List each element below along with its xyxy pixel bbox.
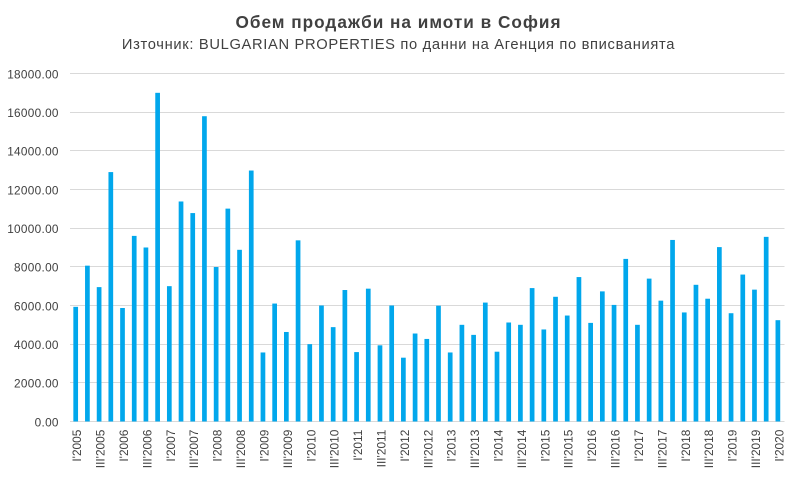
svg-text:III'2013: III'2013 [468,429,482,468]
svg-text:III'2009: III'2009 [281,429,295,468]
svg-text:4000.00: 4000.00 [14,338,59,352]
svg-text:0.00: 0.00 [35,415,59,429]
svg-text:III'2011: III'2011 [374,429,388,467]
svg-text:12000.00: 12000.00 [7,183,59,197]
svg-text:III'2015: III'2015 [562,429,576,468]
svg-text:I'2012: I'2012 [398,429,412,461]
svg-text:I'2019: I'2019 [726,429,740,461]
svg-text:I'2016: I'2016 [585,429,599,461]
svg-text:III'2007: III'2007 [187,429,201,468]
svg-text:I'2010: I'2010 [304,429,318,461]
svg-text:I'2006: I'2006 [117,429,131,461]
svg-text:III'2005: III'2005 [94,429,108,468]
svg-text:III'2017: III'2017 [655,429,669,468]
svg-text:I'2017: I'2017 [632,429,646,461]
svg-text:III'2016: III'2016 [609,429,623,468]
svg-text:III'2014: III'2014 [515,429,529,468]
svg-text:I'2018: I'2018 [679,429,693,461]
svg-text:6000.00: 6000.00 [14,299,59,313]
svg-text:III'2012: III'2012 [421,429,435,468]
svg-text:III'2018: III'2018 [702,429,716,468]
svg-text:I'2011: I'2011 [351,429,365,461]
svg-text:I'2015: I'2015 [538,429,552,461]
svg-text:I'2007: I'2007 [164,429,178,461]
svg-text:I'2013: I'2013 [445,429,459,461]
svg-text:14000.00: 14000.00 [7,145,59,159]
svg-text:III'2008: III'2008 [234,429,248,468]
svg-text:I'2005: I'2005 [70,429,84,461]
svg-text:I'2008: I'2008 [211,429,225,461]
svg-text:Обем продажби на имоти в София: Обем продажби на имоти в София [235,12,561,32]
svg-text:III'2010: III'2010 [328,429,342,468]
svg-text:III'2006: III'2006 [140,429,154,468]
svg-text:I'2020: I'2020 [772,429,786,461]
svg-text:I'2014: I'2014 [492,429,506,461]
svg-text:16000.00: 16000.00 [7,106,59,120]
svg-text:8000.00: 8000.00 [14,261,59,275]
svg-text:10000.00: 10000.00 [7,222,59,236]
svg-text:18000.00: 18000.00 [7,67,59,81]
svg-text:2000.00: 2000.00 [14,377,59,391]
svg-text:I'2009: I'2009 [257,429,271,461]
svg-text:III'2019: III'2019 [749,429,763,468]
svg-text:Източник: BULGARIAN PROPERTIES: Източник: BULGARIAN PROPERTIES по данни … [122,37,675,53]
